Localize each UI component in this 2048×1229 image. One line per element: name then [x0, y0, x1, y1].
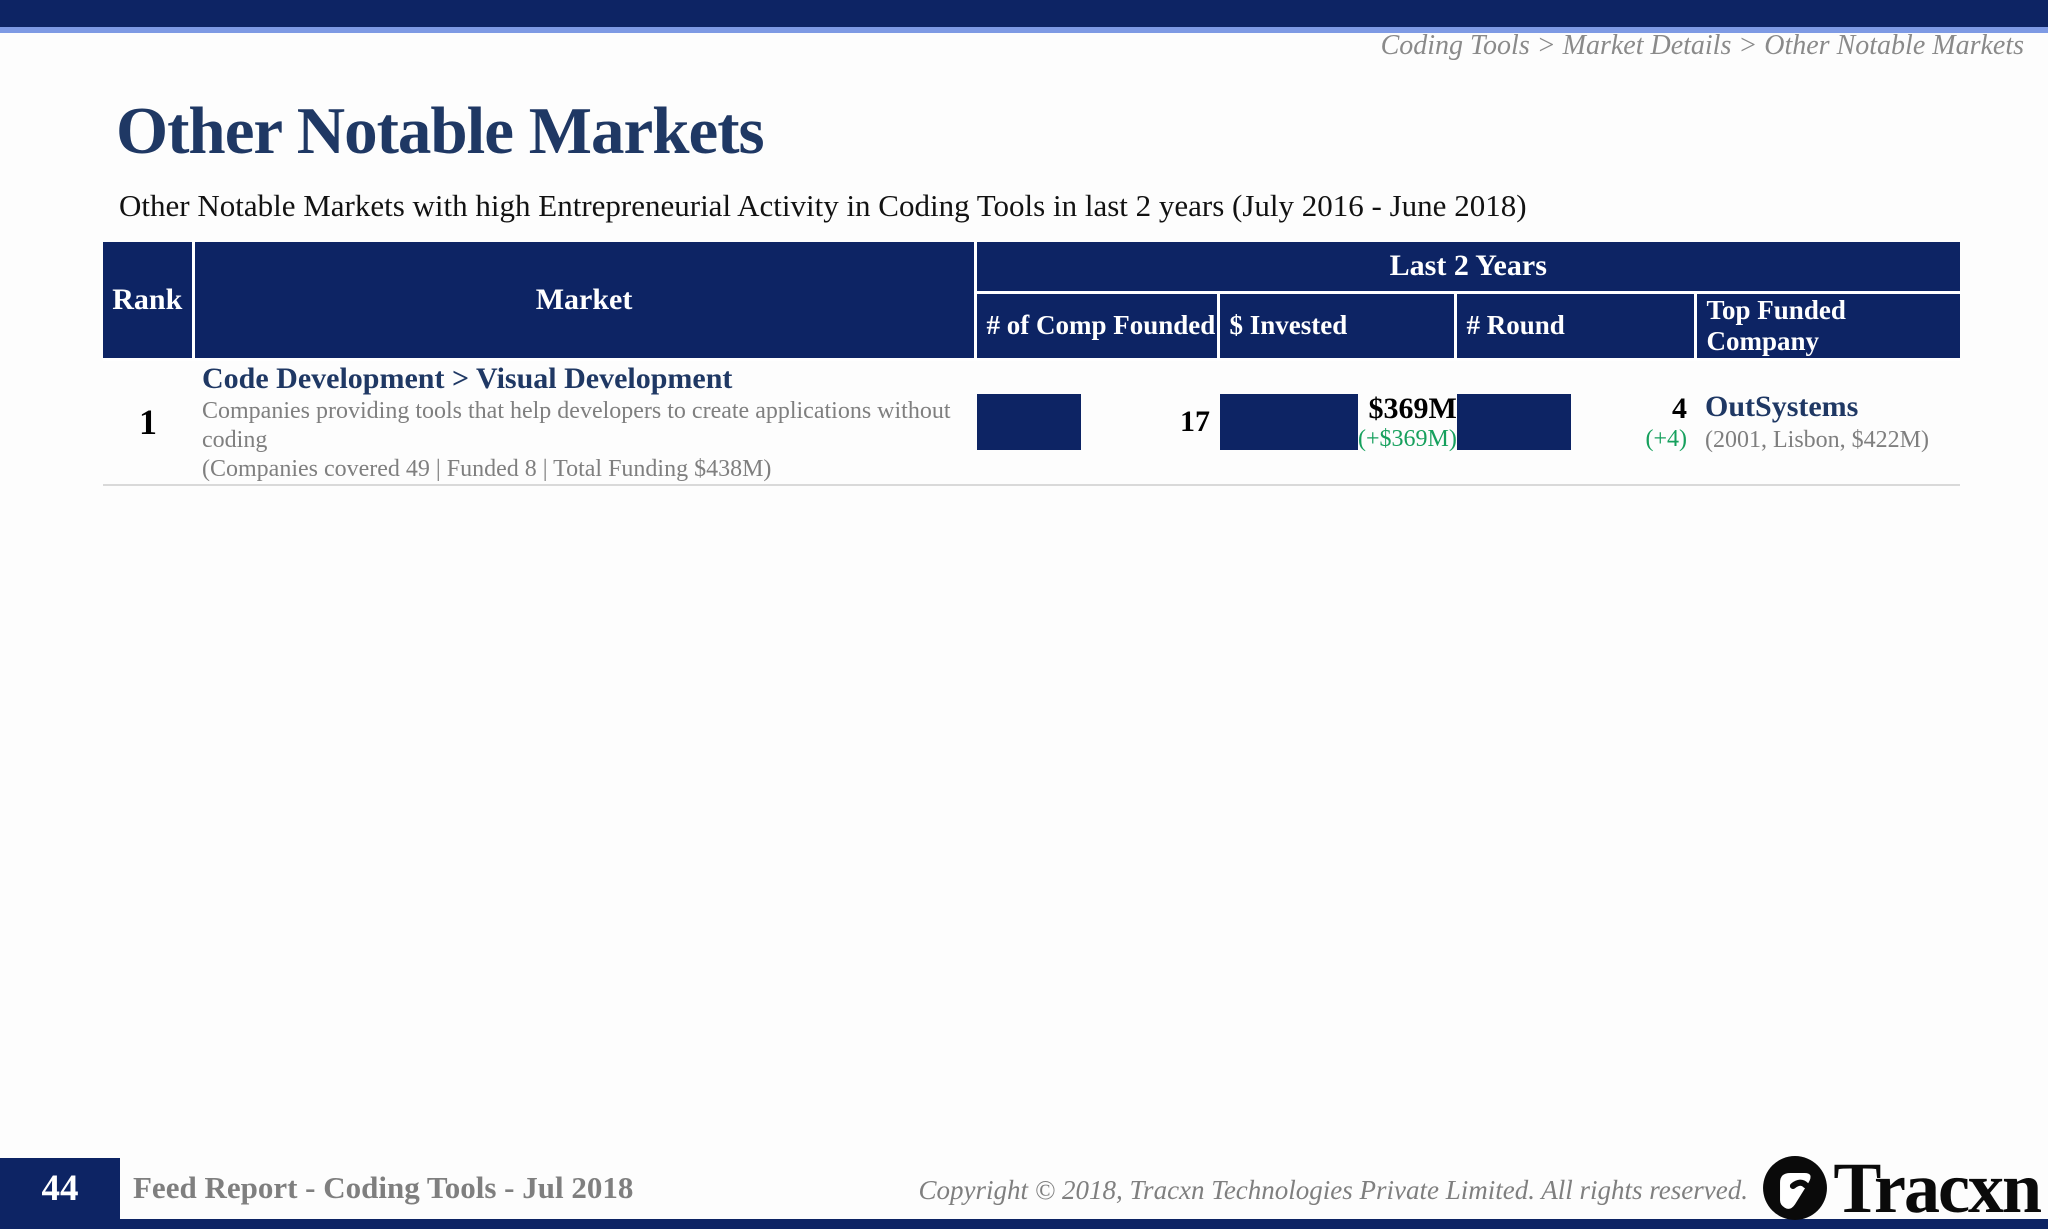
column-header-rank: Rank — [103, 242, 195, 361]
bottom-strip — [0, 1219, 2048, 1229]
accent-strip — [0, 27, 2048, 33]
rounds-bar — [1457, 394, 1571, 451]
column-header-last-2-years: Last 2 Years — [973, 242, 1961, 294]
page-title: Other Notable Markets — [116, 93, 765, 168]
column-header-invested: $ Invested — [1216, 290, 1457, 361]
copyright-notice: Copyright © 2018, Tracxn Technologies Pr… — [918, 1175, 1748, 1205]
column-header-top-funded: Top Funded Company — [1693, 290, 1961, 361]
table-row: 1 Code Development > Visual Development … — [103, 359, 1961, 487]
tracxn-logo: Tracxn — [1761, 1148, 2042, 1228]
comp-founded-value: 17 — [1180, 405, 1210, 439]
comp-founded-bar — [977, 394, 1081, 451]
market-cell: Code Development > Visual Development Co… — [193, 359, 975, 487]
top-funded-company-link[interactable]: OutSystems — [1705, 390, 1859, 424]
column-header-market: Market — [191, 242, 977, 361]
report-title: Feed Report - Coding Tools - Jul 2018 — [133, 1170, 634, 1205]
invested-cell: $369M (+$369M) — [1218, 359, 1457, 487]
market-description: Companies providing tools that help deve… — [202, 397, 951, 453]
invested-delta: (+$369M) — [1358, 426, 1457, 453]
column-header-comp-founded: # of Comp Founded — [975, 290, 1220, 361]
market-name-link[interactable]: Code Development > Visual Development — [202, 361, 733, 395]
page-number: 44 — [0, 1158, 120, 1219]
invested-bar — [1220, 394, 1358, 451]
top-funded-cell: OutSystems (2001, Lisbon, $422M) — [1695, 359, 1961, 487]
page-subtitle: Other Notable Markets with high Entrepre… — [119, 188, 1527, 223]
top-bar — [0, 0, 2048, 27]
rank-value: 1 — [103, 359, 193, 487]
comp-founded-cell: 17 — [975, 359, 1218, 487]
tracxn-logo-text: Tracxn — [1833, 1148, 2042, 1228]
column-header-rounds: # Round — [1453, 290, 1697, 361]
top-funded-company-details: (2001, Lisbon, $422M) — [1705, 427, 1929, 454]
markets-table: Rank Market Last 2 Years # of Comp Found… — [103, 242, 1961, 487]
market-coverage-stats: (Companies covered 49 | Funded 8 | Total… — [202, 456, 772, 483]
breadcrumb: Coding Tools > Market Details > Other No… — [1380, 30, 2024, 61]
rounds-value: 4 — [1672, 391, 1687, 425]
rounds-cell: 4 (+4) — [1455, 359, 1695, 487]
rounds-delta: (+4) — [1645, 426, 1687, 453]
tracxn-logo-icon — [1763, 1156, 1828, 1220]
invested-value: $369M — [1368, 391, 1457, 425]
